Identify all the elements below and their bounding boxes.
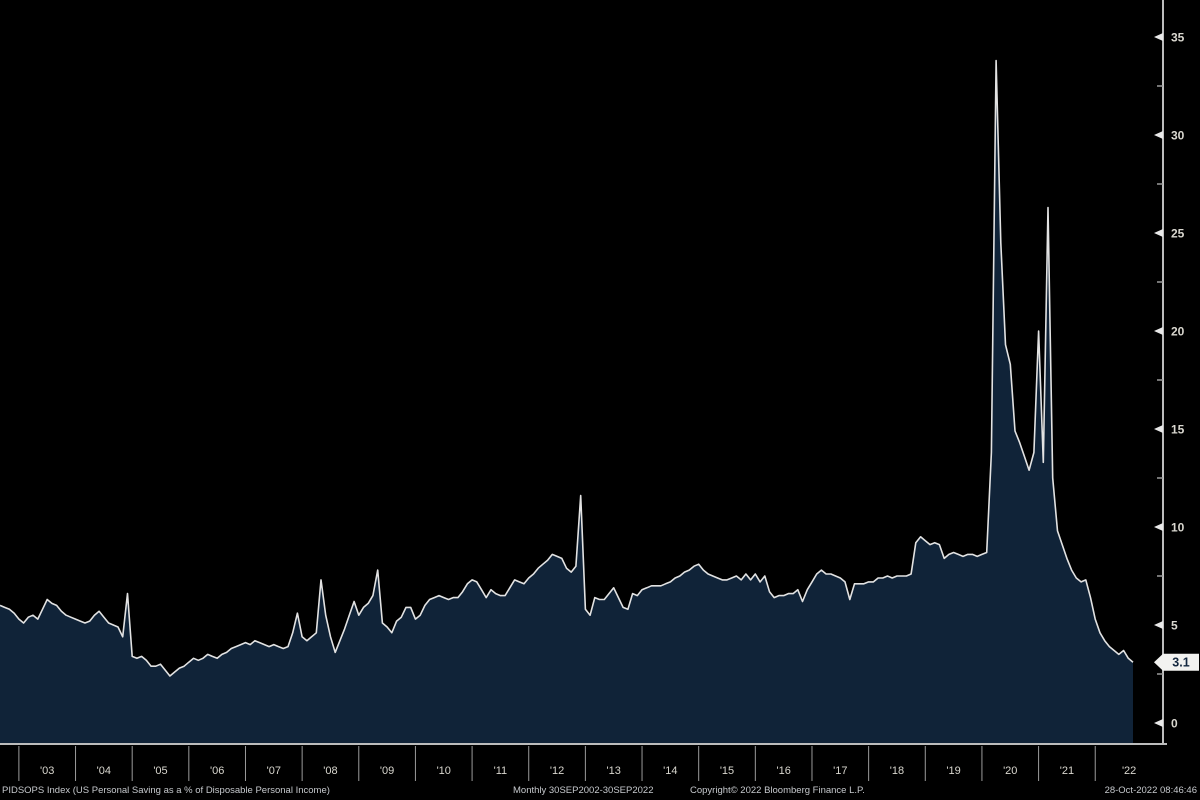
y-axis: 0 5 10 15 20 25 30 35: [1154, 0, 1185, 745]
x-tick-label: '07: [267, 765, 281, 777]
x-tick-label: '22: [1122, 765, 1136, 777]
y-major-tick: [1154, 327, 1163, 335]
y-major-tick: [1154, 621, 1163, 629]
x-tick-label: '21: [1060, 765, 1074, 777]
x-tick-label: '11: [494, 765, 508, 777]
x-tick-label: '12: [550, 765, 564, 777]
footer-copyright: Copyright© 2022 Bloomberg Finance L.P.: [690, 785, 865, 796]
y-tick-label: 35: [1171, 31, 1185, 45]
x-tick-label: '08: [323, 765, 337, 777]
x-tick-label: '06: [210, 765, 224, 777]
area-fill: [0, 60, 1133, 744]
y-tick-label: 30: [1171, 129, 1185, 143]
x-tick-label: '10: [437, 765, 451, 777]
data-line: [0, 59, 1134, 677]
y-tick-label: 20: [1171, 325, 1185, 339]
footer-periodicity-range: Monthly 30SEP2002-30SEP2022: [513, 785, 654, 796]
chart-footer: PIDSOPS Index (US Personal Saving as a %…: [0, 785, 1200, 800]
y-tick-label: 0: [1171, 717, 1178, 731]
footer-timestamp: 28-Oct-2022 08:46:46: [1104, 785, 1197, 796]
x-tick-label: '18: [890, 765, 904, 777]
y-major-tick: [1154, 33, 1163, 41]
y-major-tick: [1154, 131, 1163, 139]
x-tick-label: '16: [776, 765, 790, 777]
x-tick-label: '09: [380, 765, 394, 777]
x-tick-label: '14: [663, 765, 677, 777]
last-price-badge-shape: [1154, 653, 1199, 671]
x-tick-label: '19: [946, 765, 960, 777]
y-tick-label: 15: [1171, 423, 1185, 437]
footer-security-description: PIDSOPS Index (US Personal Saving as a %…: [2, 785, 330, 796]
y-major-tick: [1154, 425, 1163, 433]
y-tick-label: 25: [1171, 227, 1185, 241]
x-tick-label: '04: [97, 765, 111, 777]
x-tick-label: '13: [607, 765, 621, 777]
last-price-badge: 3.1: [1154, 653, 1199, 671]
x-tick-label: '20: [1003, 765, 1017, 777]
last-price-badge-label: 3.1: [1172, 656, 1189, 670]
x-tick-label: '15: [720, 765, 734, 777]
x-tick-label: '05: [153, 765, 167, 777]
y-tick-label: 5: [1171, 619, 1178, 633]
y-tick-label: 10: [1171, 521, 1185, 535]
x-tick-label: '17: [833, 765, 847, 777]
y-major-tick: [1154, 229, 1163, 237]
x-tick-label: '03: [40, 765, 54, 777]
y-major-tick: [1154, 523, 1163, 531]
y-major-tick: [1154, 719, 1163, 727]
x-axis: '03 '04 '05 '06 '07 '08 '09 '10 '11 '12 '13 '14 '15 '…: [0, 743, 1167, 781]
